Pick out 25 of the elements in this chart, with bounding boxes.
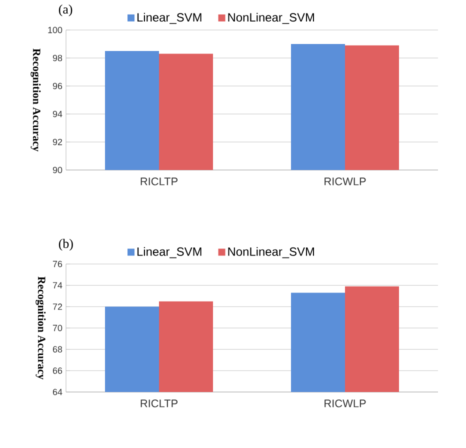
y-tick-label: 64: [52, 388, 62, 396]
legend-label: NonLinear_SVM: [228, 247, 314, 258]
y-tick-label: 74: [52, 282, 62, 288]
y-tick-label: 96: [52, 82, 62, 90]
y-tick-label: 72: [52, 304, 62, 310]
y-tick-label: 68: [52, 346, 62, 353]
y-axis-title: Recognition Accuracy: [30, 48, 41, 152]
y-tick-label: 76: [52, 260, 62, 268]
y-tick-label: 94: [52, 110, 62, 118]
chart-title: (b): [58, 238, 73, 251]
legend-label: NonLinear_SVM: [228, 12, 314, 24]
y-tick-label: 92: [52, 138, 62, 146]
y-tick-label: 98: [52, 54, 62, 62]
y-tick-label: 70: [52, 324, 62, 332]
chart-title: (a): [58, 4, 72, 16]
x-tick-label: RICWLP: [324, 178, 366, 186]
x-tick-label: RICWLP: [324, 400, 366, 408]
y-tick-label: 90: [52, 166, 62, 174]
y-tick-label: 66: [52, 367, 62, 374]
y-tick-label: 100: [48, 26, 62, 34]
x-tick-label: RICLTP: [140, 178, 178, 186]
legend-label: Linear_SVM: [137, 12, 202, 24]
legend-label: Linear_SVM: [137, 247, 202, 258]
y-axis-title: Recognition Accuracy: [36, 276, 46, 380]
x-tick-label: RICLTP: [140, 400, 178, 408]
